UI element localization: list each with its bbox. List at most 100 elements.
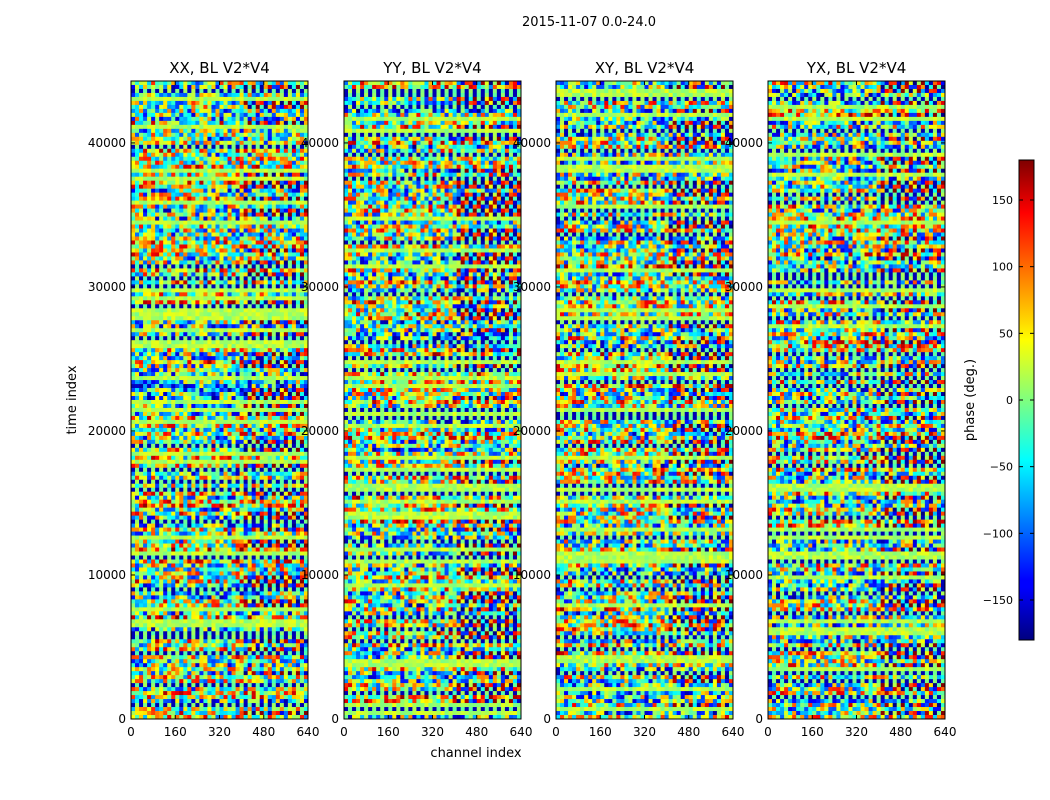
heatmap-cell [235,208,240,213]
heatmap-cell [303,356,309,361]
heatmap-cell [263,415,269,421]
heatmap-cell [251,140,256,146]
heatmap-cell [207,332,212,337]
heatmap-cell [299,268,305,273]
heatmap-cell [207,527,212,532]
heatmap-cell [251,439,256,445]
heatmap-cell [239,220,244,225]
heatmap-cell [175,116,180,122]
heatmap-cell [299,435,305,441]
heatmap-cell [247,184,252,189]
heatmap-cell [291,459,297,465]
heatmap-cell [163,160,168,166]
heatmap-cell [155,491,160,496]
heatmap-cell [215,200,220,205]
heatmap-cell [143,519,148,524]
heatmap-cell [215,108,220,114]
heatmap-cell [183,300,188,305]
heatmap-cell [151,348,156,353]
heatmap-cell [283,447,289,453]
heatmap-cell [223,487,228,493]
heatmap-cell [227,344,232,349]
heatmap-cell [299,431,305,437]
heatmap-cell [279,459,285,465]
heatmap-cell [211,196,216,201]
heatmap-cell [255,384,261,389]
heatmap-cell [295,244,301,249]
heatmap-cell [143,272,148,277]
heatmap-cell [183,439,188,445]
heatmap-cell [247,280,252,285]
heatmap-cell [239,168,244,174]
heatmap-cell [159,372,164,377]
heatmap-cell [251,136,256,142]
heatmap-cell [295,304,301,309]
heatmap-cell [163,483,168,489]
heatmap-cell [155,240,160,245]
heatmap-cell [167,392,172,397]
heatmap-cell [183,104,188,110]
heatmap-cell [251,400,256,405]
heatmap-cell [219,388,224,393]
heatmap-cell [219,252,224,257]
heatmap-cell [191,144,196,150]
heatmap-cell [135,332,140,337]
heatmap-cell [151,92,156,98]
heatmap-cell [151,112,156,118]
heatmap-cell [219,356,224,361]
heatmap-cell [175,216,180,221]
heatmap-cell [303,112,309,118]
heatmap-cell [259,368,265,373]
heatmap-cell [287,396,293,401]
heatmap-cell [139,232,144,237]
heatmap-cell [235,443,240,449]
heatmap-cell [299,368,305,373]
heatmap-cell [287,268,293,273]
heatmap-cell [239,407,244,413]
heatmap-cell [215,352,220,357]
heatmap-cell [267,184,273,189]
heatmap-cell [135,228,140,233]
heatmap-cell [303,451,309,457]
heatmap-cell [199,172,204,177]
heatmap-cell [143,100,148,106]
heatmap-cell [179,228,184,233]
heatmap-cell [255,451,261,457]
heatmap-cell [271,248,277,253]
heatmap-cell [259,164,265,170]
heatmap-cell [283,88,289,94]
heatmap-cell [295,128,301,134]
heatmap-cell [155,364,160,369]
heatmap-cell [151,300,156,305]
heatmap-cell [303,164,309,170]
heatmap-cell [239,392,244,397]
heatmap-cell [143,88,148,94]
heatmap-cell [283,479,289,485]
heatmap-cell [179,423,184,429]
heatmap-cell [299,499,305,504]
heatmap-cell [303,400,309,405]
heatmap-cell [247,96,252,102]
heatmap-cell [235,280,240,285]
heatmap-cell [299,200,305,205]
heatmap-cell [191,184,196,189]
heatmap-cell [155,276,160,281]
heatmap-cell [247,200,252,205]
heatmap-cell [163,531,168,536]
heatmap-cell [143,499,148,504]
heatmap-cell [151,116,156,122]
heatmap-cell [215,172,220,177]
heatmap-cell [179,308,184,313]
heatmap-cell [167,212,172,217]
heatmap-cell [295,104,301,110]
heatmap-cell [251,164,256,170]
heatmap-cell [295,120,301,126]
heatmap-cell [235,411,240,417]
heatmap-cell [215,503,220,508]
heatmap-cell [231,356,236,361]
heatmap-cell [263,312,269,317]
heatmap-cell [283,300,289,305]
heatmap-cell [159,172,164,177]
heatmap-cell [251,144,256,150]
heatmap-cell [215,312,220,317]
